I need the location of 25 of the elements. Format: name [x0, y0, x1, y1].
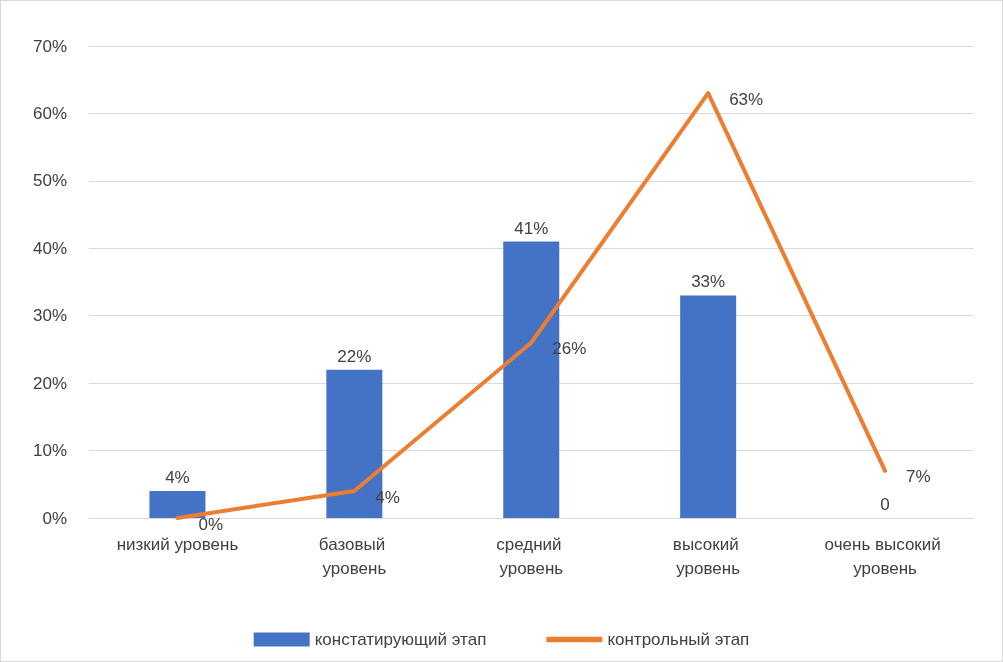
x-tick-label: очень высокий уровень — [824, 534, 946, 578]
x-tick-label: средний уровень — [496, 534, 567, 578]
data-label: 33% — [691, 272, 726, 292]
data-label: 4% — [165, 468, 190, 488]
y-tick-label: 60% — [32, 103, 67, 123]
legend-label: контрольный этап — [607, 630, 750, 649]
y-tick-label: 0% — [42, 508, 67, 528]
data-label: 0% — [198, 514, 224, 534]
data-label: 7% — [906, 467, 931, 487]
x-tick-label: высокий уровень — [672, 534, 744, 578]
x-tick-label: базовый уровень — [318, 534, 390, 578]
x-tick-label: низкий уровень — [116, 534, 239, 554]
y-tick-label: 10% — [32, 441, 67, 461]
y-tick-label: 70% — [32, 36, 67, 56]
legend-label: констатирующий этап — [314, 630, 487, 649]
y-tick-label: 30% — [32, 306, 67, 326]
bar — [149, 491, 206, 518]
data-label: 0 — [880, 495, 890, 514]
y-tick-label: 50% — [32, 171, 67, 191]
y-tick-label: 20% — [32, 373, 67, 393]
y-tick-label: 40% — [32, 238, 67, 258]
bar — [680, 295, 737, 518]
data-label: 22% — [337, 346, 372, 366]
data-label: 63% — [729, 89, 764, 109]
data-label: 41% — [514, 218, 549, 238]
